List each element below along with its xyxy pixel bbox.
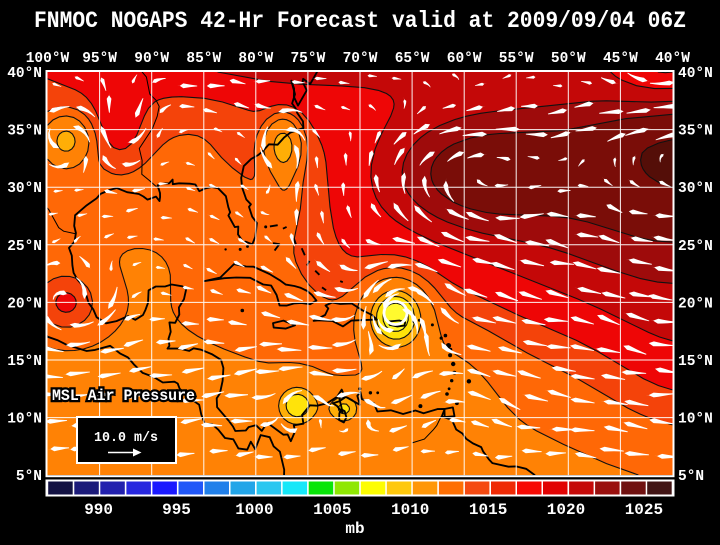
svg-text:5°N: 5°N xyxy=(16,469,42,485)
svg-text:80°W: 80°W xyxy=(238,51,273,67)
svg-text:20°N: 20°N xyxy=(678,296,713,312)
svg-text:95°W: 95°W xyxy=(82,51,117,67)
svg-text:75°W: 75°W xyxy=(290,51,325,67)
svg-text:100°W: 100°W xyxy=(26,51,70,67)
svg-text:40°W: 40°W xyxy=(655,51,690,67)
svg-text:85°W: 85°W xyxy=(186,51,221,67)
svg-text:90°W: 90°W xyxy=(134,51,169,67)
svg-text:30°N: 30°N xyxy=(7,181,42,197)
svg-text:40°N: 40°N xyxy=(7,66,42,82)
svg-text:1020: 1020 xyxy=(547,501,585,519)
svg-text:30°N: 30°N xyxy=(678,181,713,197)
svg-text:10.0 m/s: 10.0 m/s xyxy=(94,431,158,446)
svg-text:10°N: 10°N xyxy=(7,412,42,428)
svg-text:45°W: 45°W xyxy=(603,51,638,67)
svg-text:20°N: 20°N xyxy=(7,296,42,312)
svg-text:FNMOC NOGAPS 42-Hr Forecast va: FNMOC NOGAPS 42-Hr Forecast valid at 200… xyxy=(34,8,686,34)
svg-text:50°W: 50°W xyxy=(551,51,586,67)
svg-text:10°N: 10°N xyxy=(678,412,713,428)
svg-text:65°W: 65°W xyxy=(395,51,430,67)
svg-text:995: 995 xyxy=(162,501,191,519)
svg-text:1025: 1025 xyxy=(625,501,663,519)
svg-text:25°N: 25°N xyxy=(7,239,42,255)
svg-text:15°N: 15°N xyxy=(7,354,42,370)
svg-text:60°W: 60°W xyxy=(447,51,482,67)
svg-text:mb: mb xyxy=(345,520,364,538)
svg-text:15°N: 15°N xyxy=(678,354,713,370)
svg-text:5°N: 5°N xyxy=(678,469,704,485)
svg-text:55°W: 55°W xyxy=(499,51,534,67)
svg-text:1015: 1015 xyxy=(469,501,507,519)
svg-text:MSL Air Pressure: MSL Air Pressure xyxy=(52,387,195,405)
svg-text:990: 990 xyxy=(84,501,113,519)
svg-text:70°W: 70°W xyxy=(343,51,378,67)
svg-text:1010: 1010 xyxy=(391,501,429,519)
svg-text:1000: 1000 xyxy=(235,501,273,519)
svg-text:1005: 1005 xyxy=(313,501,351,519)
svg-text:40°N: 40°N xyxy=(678,66,713,82)
svg-text:35°N: 35°N xyxy=(678,124,713,140)
svg-text:35°N: 35°N xyxy=(7,124,42,140)
svg-text:25°N: 25°N xyxy=(678,239,713,255)
